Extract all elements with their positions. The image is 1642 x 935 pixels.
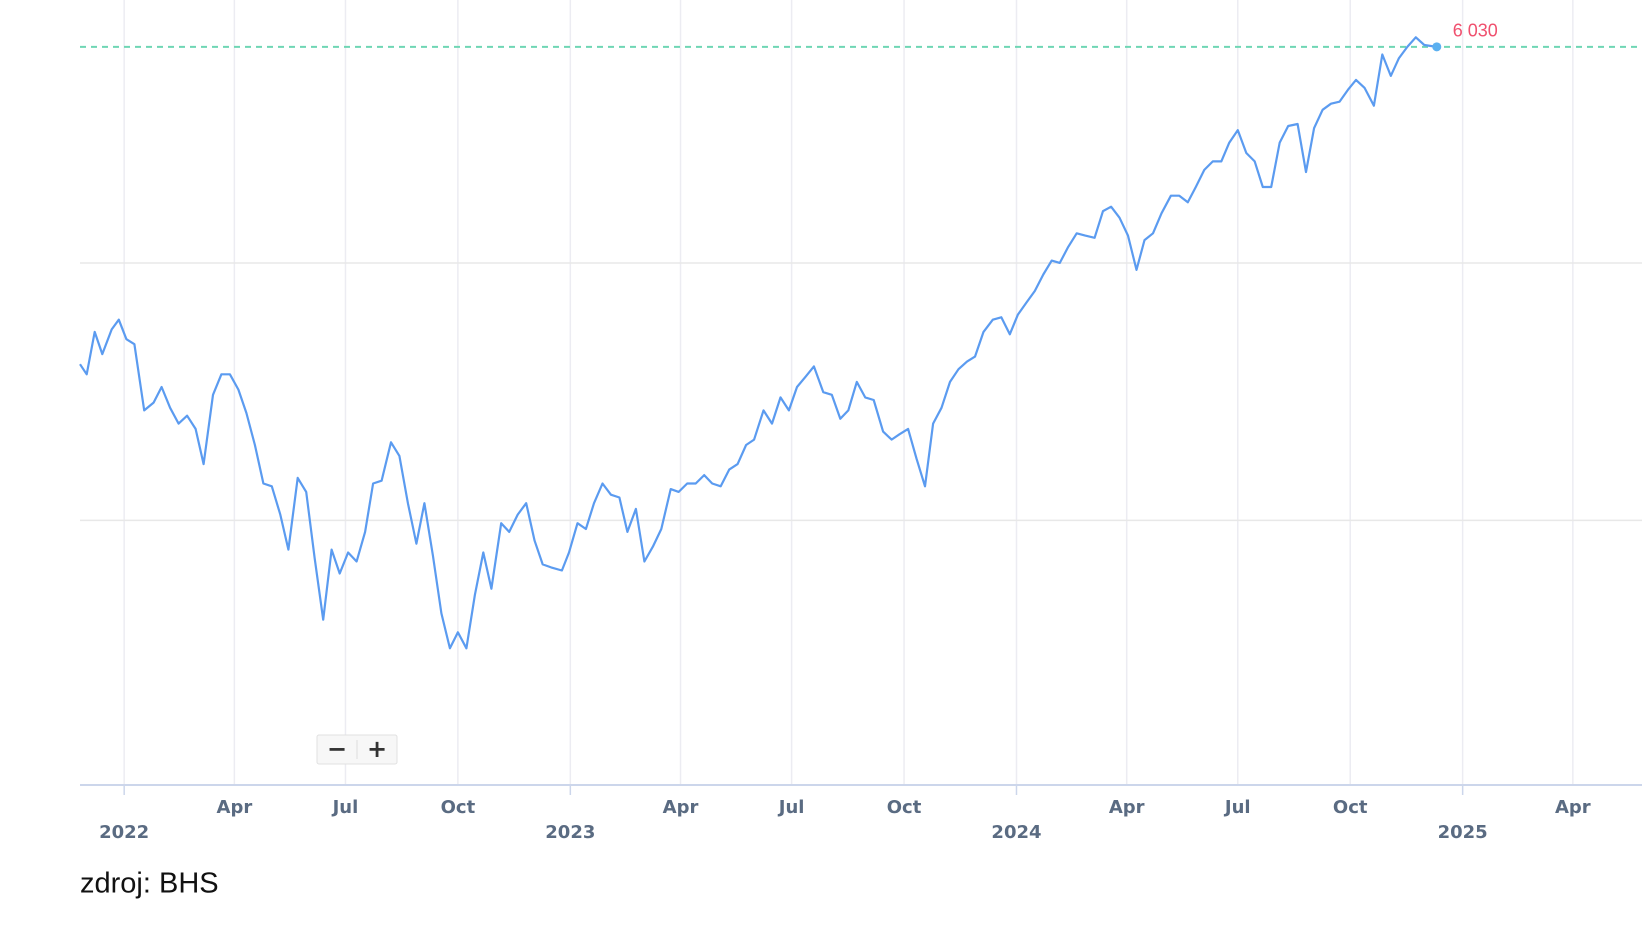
x-tick-label: 2022 xyxy=(99,822,149,843)
x-tick-label: Apr xyxy=(663,797,699,818)
zoom-in[interactable]: + xyxy=(367,735,387,763)
last-point xyxy=(1432,42,1442,52)
x-tick-label: Oct xyxy=(887,797,922,818)
source-note: zdroj: BHS xyxy=(80,868,219,900)
x-tick-label: 2023 xyxy=(545,822,595,843)
x-tick-label: Apr xyxy=(1109,797,1145,818)
x-tick-label: Apr xyxy=(217,797,253,818)
x-tick-label: Jul xyxy=(777,797,805,818)
x-tick-label: Jul xyxy=(1223,797,1251,818)
x-tick-label: Oct xyxy=(441,797,476,818)
x-tick-label: 2025 xyxy=(1438,822,1488,843)
x-tick-label: Apr xyxy=(1555,797,1591,818)
x-tick-label: 2024 xyxy=(991,822,1041,843)
x-tick-label: Jul xyxy=(331,797,359,818)
price-line xyxy=(79,36,1437,650)
zoom-out[interactable]: − xyxy=(327,735,347,763)
x-tick-label: Oct xyxy=(1333,797,1368,818)
reference-label: 6 030 xyxy=(1453,21,1498,41)
zoom-controls: − + xyxy=(316,734,398,765)
